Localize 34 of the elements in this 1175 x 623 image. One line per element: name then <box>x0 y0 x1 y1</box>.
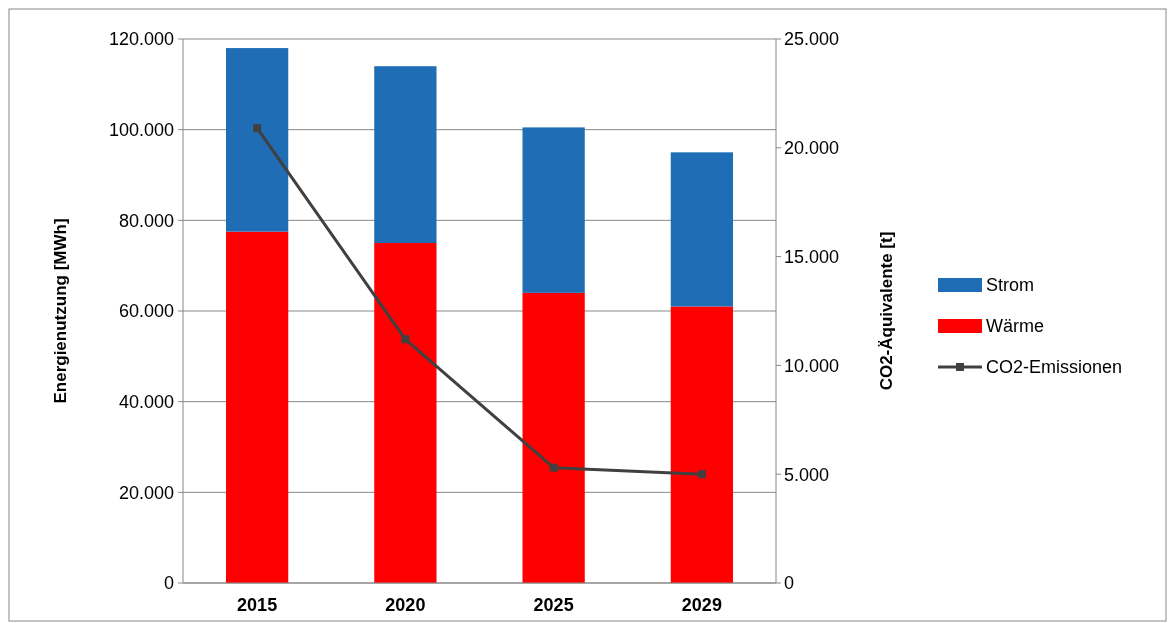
y2-tick-label: 10.000 <box>784 355 840 376</box>
legend-label: Wärme <box>986 316 1044 337</box>
y2-tick-label: 25.000 <box>784 29 840 50</box>
bar <box>670 306 734 583</box>
y2-tick-label: 15.000 <box>784 246 840 267</box>
x-tick-label: 2020 <box>385 595 426 615</box>
y-tick-label: 60.000 <box>118 301 174 322</box>
y-tick-label: 80.000 <box>118 210 174 231</box>
y-tick-label: 100.000 <box>108 119 174 140</box>
bar <box>225 48 289 232</box>
point <box>401 335 410 344</box>
bar <box>522 127 585 293</box>
point <box>697 470 706 479</box>
x-tick-label: 2029 <box>681 595 722 615</box>
bar <box>225 231 289 583</box>
y2-tick-label: 0 <box>784 573 795 594</box>
legend-label: Strom <box>986 275 1035 296</box>
y-axis-title: Energienutzung [MWh] <box>51 218 70 404</box>
point <box>253 124 262 133</box>
y-tick-label: 120.000 <box>108 29 174 50</box>
y-tick-label: 40.000 <box>118 391 174 412</box>
legend-label: CO2-Emissionen <box>986 357 1123 378</box>
bar <box>374 243 437 583</box>
bar <box>522 292 585 583</box>
y2-tick-label: 5.000 <box>784 464 830 485</box>
y-tick-label: 0 <box>163 573 174 594</box>
y2-axis-title: CO2-Äquivalente [t] <box>877 231 896 391</box>
y2-tick-label: 20.000 <box>784 138 840 159</box>
x-tick-label: 2025 <box>533 595 574 615</box>
point <box>549 463 558 472</box>
x-tick-label: 2015 <box>237 595 278 615</box>
y-tick-label: 20.000 <box>118 482 174 503</box>
bar <box>670 152 734 307</box>
bar <box>374 66 437 243</box>
